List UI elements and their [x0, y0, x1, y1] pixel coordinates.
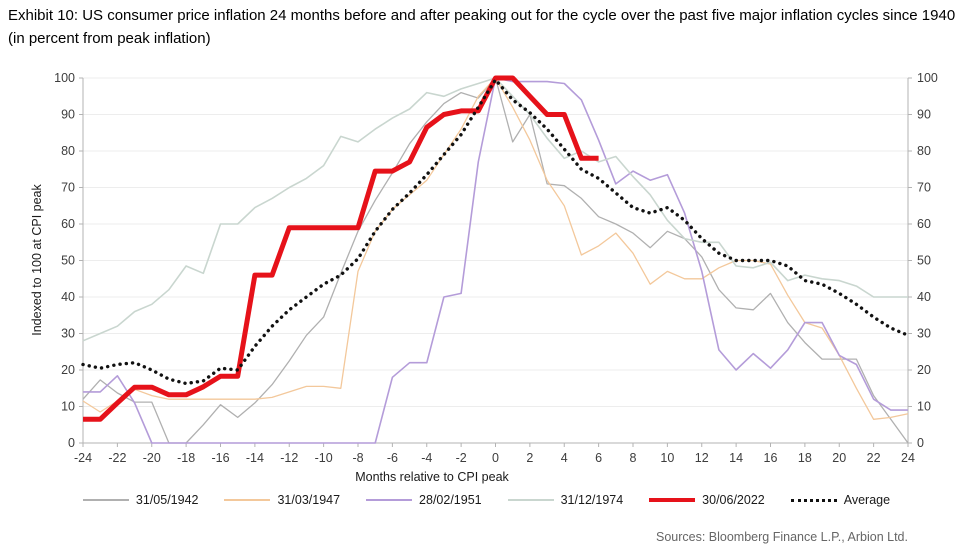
legend-swatch-1974: [507, 499, 554, 501]
source-note: Sources: Bloomberg Finance L.P., Arbion …: [655, 530, 908, 544]
y-tick-label: 70: [61, 181, 75, 195]
y-tick-label: 80: [61, 144, 75, 158]
x-axis-title: Months relative to CPI peak: [355, 470, 509, 484]
x-tick-label: 22: [867, 451, 881, 465]
legend-swatch-1951: [366, 499, 413, 501]
x-tick-label: 2: [526, 451, 533, 465]
legend-item-average: Average: [790, 493, 891, 507]
legend-label: 30/06/2022: [702, 493, 765, 507]
x-tick-label: -22: [108, 451, 126, 465]
legend: 31/05/1942 31/03/1947 28/02/1951 31/12/1…: [0, 493, 973, 507]
y-tick-label-right: 70: [917, 181, 931, 195]
legend-item-1974: 31/12/1974: [507, 493, 624, 507]
x-tick-label: -10: [315, 451, 333, 465]
y-tick-label: 40: [61, 290, 75, 304]
legend-item-1947: 31/03/1947: [224, 493, 340, 507]
x-tick-label: 4: [561, 451, 568, 465]
legend-item-1951: 28/02/1951: [366, 493, 482, 507]
x-tick-label: 8: [630, 451, 637, 465]
x-tick-label: 14: [729, 451, 743, 465]
legend-swatch-1947: [224, 499, 271, 501]
legend-swatch-1942: [82, 499, 129, 501]
legend-item-1942: 31/05/1942: [82, 493, 199, 507]
x-tick-label: 0: [492, 451, 499, 465]
legend-item-2022: 30/06/2022: [649, 493, 765, 507]
series-line-31-12-1974: [82, 77, 908, 342]
series-line-30-06-2022: [83, 75, 599, 422]
legend-swatch-2022: [649, 497, 696, 503]
y-tick-label-right: 90: [917, 108, 931, 122]
y-tick-label: 30: [61, 327, 75, 341]
legend-label: 31/03/1947: [277, 493, 341, 507]
x-tick-label: 12: [695, 451, 709, 465]
series-line-31-03-1947: [82, 77, 909, 420]
series-line-average: [81, 78, 910, 386]
y-tick-label-right: 20: [917, 363, 931, 377]
legend-label: Average: [843, 493, 891, 507]
x-tick-label: -16: [211, 451, 229, 465]
legend-swatch-average: [790, 498, 837, 502]
y-tick-label-right: 80: [917, 144, 931, 158]
x-tick-label: -14: [246, 451, 264, 465]
y-tick-label-right: 100: [917, 71, 938, 85]
x-tick-label: -18: [177, 451, 195, 465]
exhibit-title: Exhibit 10: US consumer price inflation …: [8, 7, 956, 47]
x-tick-label: -20: [143, 451, 161, 465]
y-tick-label: 100: [54, 71, 75, 85]
x-tick-label: 10: [660, 451, 674, 465]
y-tick-label: 50: [61, 254, 75, 268]
y-tick-label-right: 50: [917, 254, 931, 268]
legend-label: 31/12/1974: [560, 493, 624, 507]
y-tick-label-right: 0: [917, 436, 924, 450]
y-tick-label-right: 60: [917, 217, 931, 231]
y-tick-label: 90: [61, 108, 75, 122]
x-tick-label: -24: [74, 451, 92, 465]
y-tick-label-right: 10: [917, 400, 931, 414]
x-tick-label: 24: [901, 451, 915, 465]
x-tick-label: -4: [421, 451, 432, 465]
x-tick-label: -2: [456, 451, 467, 465]
y-tick-label-right: 40: [917, 290, 931, 304]
y-tick-label: 20: [61, 363, 75, 377]
y-tick-label: 60: [61, 217, 75, 231]
x-tick-label: 18: [798, 451, 812, 465]
x-tick-label: -6: [387, 451, 398, 465]
x-tick-label: 20: [832, 451, 846, 465]
legend-label: 28/02/1951: [419, 493, 482, 507]
x-tick-label: -12: [280, 451, 298, 465]
legend-label: 31/05/1942: [135, 493, 199, 507]
x-tick-label: -8: [352, 451, 363, 465]
y-tick-label: 10: [61, 400, 75, 414]
y-tick-label: 0: [68, 436, 75, 450]
x-tick-label: 16: [764, 451, 778, 465]
y-tick-label-right: 30: [917, 327, 931, 341]
x-tick-label: 6: [595, 451, 602, 465]
